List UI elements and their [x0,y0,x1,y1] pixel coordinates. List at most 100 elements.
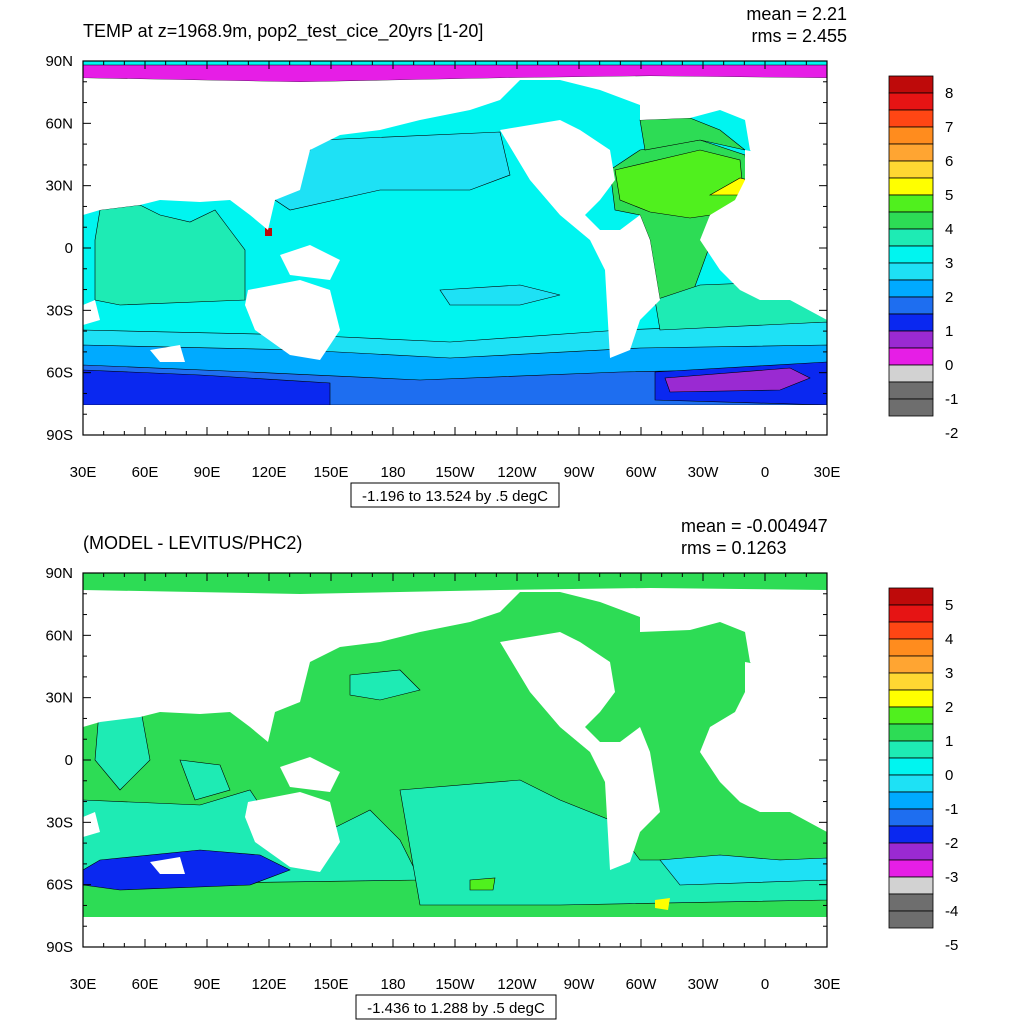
colorbar-box [888,160,934,179]
colorbar-box [888,604,934,623]
lon-label: 30E [814,976,841,993]
lon-label: 0 [761,976,769,993]
colorbar-label: 7 [945,119,953,136]
range-box [350,482,560,508]
land-kerguelen [150,345,185,362]
weddell-sea-cold [664,367,811,393]
colorbar-label: 0 [945,357,953,374]
colorbar-box [888,143,934,162]
lon-label: 120W [497,976,537,993]
lon-label: 120W [497,464,537,481]
pos-patch-yellow [655,898,670,910]
colorbar-box [888,75,934,94]
land-north [83,588,827,742]
lat-label: 90N [45,565,73,582]
colorbar-label: -1 [945,391,958,408]
colorbar-box [888,228,934,247]
lon-label: 90W [564,976,596,993]
colorbar-box [888,757,934,776]
land-madagascar [83,812,100,837]
colorbar-box [888,330,934,349]
colorbar-box [888,893,934,912]
colorbar-box [888,109,934,128]
land-madagascar [83,300,100,325]
land-masses [83,76,827,435]
colorbar-label: 8 [945,85,953,102]
neg-south-atlantic [659,854,827,886]
lon-label: 150E [313,464,348,481]
colorbar-label: -2 [945,835,958,852]
land-americas [500,120,660,358]
colorbar-label: -1 [945,801,958,818]
colorbar-label: 4 [945,631,953,648]
lon-label: 90E [194,976,221,993]
lon-labels: 30E 60E 90E 120E 150E 180 150W 120W 90W 60W 30W 0 30… [70,976,841,993]
colorbar-label: 5 [945,187,953,204]
colorbar-box [888,177,934,196]
colorbar-box [888,791,934,810]
land-africa [700,662,827,832]
neg-bay [179,759,231,801]
lon-label: 90E [194,464,221,481]
land-australia [245,280,340,360]
marginal-sea-patch [265,228,272,236]
land-maritime-continent [280,245,340,280]
lon-label: 180 [380,464,405,481]
colorbar-box [888,398,934,417]
colorbar-box [888,842,934,861]
map-field [83,61,827,435]
land-australia [245,792,340,872]
colorbar-label: -4 [945,903,958,920]
lat-label: 30N [45,178,73,195]
lat-label: 60S [46,877,73,894]
lat-label: 60S [46,365,73,382]
colorbar-box [888,638,934,657]
lat-label: 0 [65,240,73,257]
lon-label: 30E [814,464,841,481]
colorbar: 5 4 3 2 1 0 -1 -2 -3 -4 -5 [888,587,958,954]
lat-label: 30S [46,302,73,319]
indian-ocean-water [94,204,246,306]
range-box [355,994,557,1020]
panel-temp: TEMP at z=1968.9m, pop2_test_cice_20yrs … [45,4,958,508]
panel-title: (MODEL - LEVITUS/PHC2) [83,533,302,553]
colorbar-label: 4 [945,221,953,238]
lon-label: 150W [435,976,475,993]
lat-label: 90S [46,939,73,956]
colorbar-box [888,672,934,691]
colorbar-box [888,364,934,383]
colorbar-box [888,689,934,708]
colorbar-box [888,211,934,230]
lon-label: 90W [564,464,596,481]
neg-north-pacific [349,669,421,701]
colorbar-label: 6 [945,153,953,170]
lon-label: 120E [251,464,286,481]
colorbar-box [888,621,934,640]
colorbar-box [888,808,934,827]
colorbar-label: 2 [945,289,953,306]
colorbar-box [888,279,934,298]
colorbar-label: 3 [945,255,953,272]
antarctic-shelf-1 [83,369,331,406]
lon-label: 30W [688,464,720,481]
rms-label: rms = 0.1263 [681,538,787,558]
colorbar-label: 0 [945,767,953,784]
lat-label: 60N [45,115,73,132]
colorbar-box [888,347,934,366]
lon-label: 30E [70,464,97,481]
colorbar-box [888,774,934,793]
lat-label: 30N [45,690,73,707]
lon-ticks [82,61,828,435]
lon-label: 30W [688,976,720,993]
lat-ticks [83,60,827,436]
colorbar-label: 5 [945,597,953,614]
colorbar-box [888,587,934,606]
colorbar-box [888,296,934,315]
land-americas [500,632,660,870]
colorbar-box [888,92,934,111]
colorbar-box [888,740,934,759]
colorbar: 8 7 6 5 4 3 2 1 0 -1 -2 [888,75,958,442]
colorbar-box [888,876,934,895]
lat-label: 0 [65,752,73,769]
